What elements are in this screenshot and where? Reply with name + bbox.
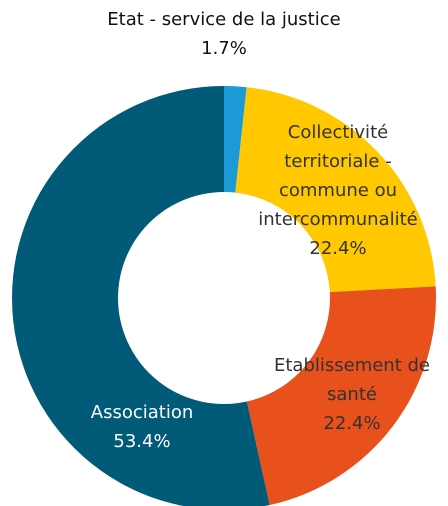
slice-label: Etablissement de santé 22.4% — [252, 351, 448, 438]
donut-slice — [235, 87, 436, 293]
slice-label: Etat - service de la justice 1.7% — [104, 5, 344, 63]
value-label: 22.4% — [309, 238, 367, 259]
value-label: 1.7% — [201, 38, 247, 59]
donut-slice — [12, 86, 270, 506]
category-name: Etat - service de la justice — [107, 9, 341, 30]
donut-slice — [224, 86, 247, 193]
donut-slice — [246, 286, 437, 506]
slice-label: Collectivité territoriale - commune ou i… — [248, 118, 428, 263]
category-name: Collectivité territoriale - commune ou i… — [258, 122, 418, 230]
category-name: Etablissement de santé — [273, 355, 430, 405]
value-label: 22.4% — [323, 413, 381, 434]
value-label: 53.4% — [113, 431, 171, 452]
category-name: Association — [90, 402, 194, 423]
slice-label: Association 53.4% — [62, 398, 222, 456]
